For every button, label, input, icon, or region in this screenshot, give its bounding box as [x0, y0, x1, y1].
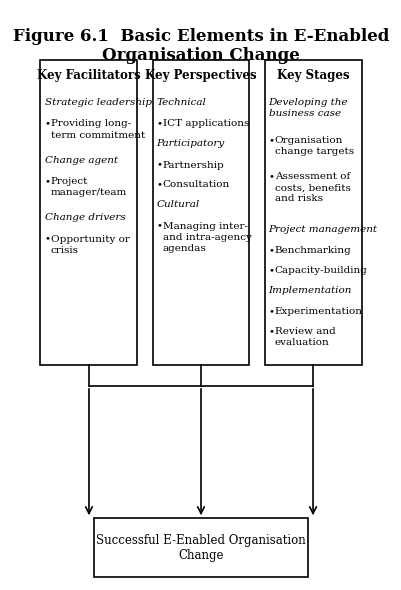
Text: •: •	[268, 136, 274, 145]
Text: •: •	[156, 222, 162, 231]
Text: Capacity-building: Capacity-building	[274, 266, 367, 275]
Text: Project
manager/team: Project manager/team	[51, 177, 126, 197]
Text: Opportunity or
crisis: Opportunity or crisis	[51, 234, 129, 255]
Text: Review and
evaluation: Review and evaluation	[274, 327, 334, 348]
Text: Figure 6.1  Basic Elements in E-Enabled
Organisation Change: Figure 6.1 Basic Elements in E-Enabled O…	[13, 28, 388, 64]
Text: Successful E-Enabled Organisation
Change: Successful E-Enabled Organisation Change	[96, 533, 305, 562]
Text: Key Facilitators: Key Facilitators	[37, 69, 140, 82]
Text: Benchmarking: Benchmarking	[274, 246, 350, 255]
FancyBboxPatch shape	[264, 60, 360, 365]
Text: Developing the
business case: Developing the business case	[268, 99, 347, 119]
Text: •: •	[156, 119, 162, 129]
Text: •: •	[45, 119, 51, 129]
Text: ICT applications: ICT applications	[162, 119, 248, 129]
Text: •: •	[45, 177, 51, 186]
FancyBboxPatch shape	[41, 60, 137, 365]
Text: Providing long-
term commitment: Providing long- term commitment	[51, 119, 144, 139]
Text: •: •	[156, 181, 162, 189]
Text: Cultural: Cultural	[156, 201, 199, 209]
Text: •: •	[156, 160, 162, 169]
Text: Strategic leadership: Strategic leadership	[45, 99, 151, 107]
Text: •: •	[268, 307, 274, 316]
Text: Organisation
change targets: Organisation change targets	[274, 136, 353, 156]
Text: Project management: Project management	[268, 225, 377, 234]
Text: •: •	[268, 246, 274, 255]
Text: Partnership: Partnership	[162, 160, 224, 169]
Text: Implementation: Implementation	[268, 286, 351, 295]
Text: Change agent: Change agent	[45, 156, 117, 165]
Text: Key Stages: Key Stages	[276, 69, 348, 82]
Text: Experimentation: Experimentation	[274, 307, 362, 316]
Text: •: •	[268, 327, 274, 336]
Text: Participatory: Participatory	[156, 139, 224, 149]
Text: •: •	[268, 172, 274, 181]
Text: Assessment of
costs, benefits
and risks: Assessment of costs, benefits and risks	[274, 172, 350, 204]
Text: •: •	[268, 266, 274, 275]
FancyBboxPatch shape	[94, 518, 307, 577]
Text: Key Perspectives: Key Perspectives	[145, 69, 256, 82]
Text: Change drivers: Change drivers	[45, 214, 125, 222]
FancyBboxPatch shape	[152, 60, 249, 365]
Text: •: •	[45, 234, 51, 244]
Text: Managing inter-
and intra-agency
agendas: Managing inter- and intra-agency agendas	[162, 222, 251, 253]
Text: Technical: Technical	[156, 99, 206, 107]
Text: Consultation: Consultation	[162, 181, 229, 189]
